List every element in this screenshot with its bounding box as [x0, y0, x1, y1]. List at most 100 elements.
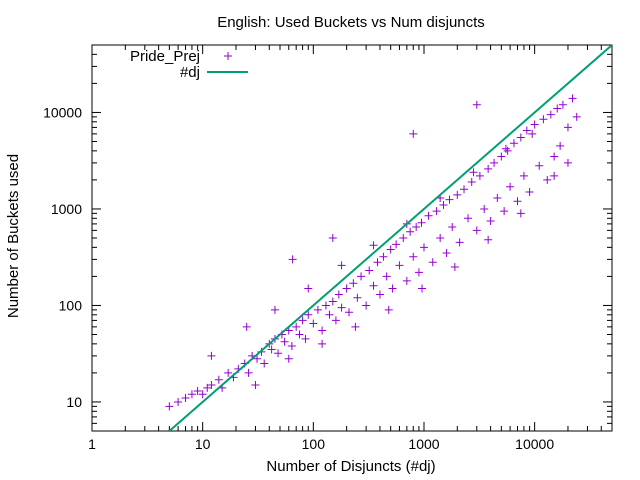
data-point — [553, 104, 562, 113]
data-point — [375, 290, 384, 299]
data-point — [384, 305, 393, 314]
data-point — [525, 187, 534, 196]
data-point — [207, 380, 216, 389]
data-point — [328, 297, 337, 306]
data-point — [325, 310, 334, 319]
data-point — [568, 94, 577, 103]
data-point — [409, 252, 418, 261]
data-point — [497, 152, 506, 161]
data-point — [280, 337, 289, 346]
data-point — [472, 226, 481, 235]
data-point — [304, 284, 313, 293]
data-point — [174, 397, 183, 406]
data-point — [362, 301, 371, 310]
data-point — [395, 261, 404, 270]
data-point — [187, 390, 196, 399]
data-point — [365, 266, 374, 275]
data-point — [353, 293, 362, 302]
y-tick-label: 10000 — [43, 104, 82, 120]
data-point — [467, 178, 476, 187]
data-point — [181, 393, 190, 402]
data-point — [287, 342, 296, 351]
legend-label-dj: #dj — [180, 64, 200, 81]
data-point — [331, 316, 340, 325]
data-point — [563, 123, 572, 132]
data-point — [295, 330, 304, 339]
data-point — [379, 252, 388, 261]
data-point — [472, 100, 481, 109]
data-point — [501, 144, 510, 153]
data-point — [460, 185, 469, 194]
data-point — [373, 258, 382, 267]
legend: Pride_Prej #dj — [130, 48, 248, 81]
data-point — [519, 171, 528, 180]
data-point — [556, 141, 565, 150]
data-point — [207, 351, 216, 360]
data-point — [546, 110, 555, 119]
data-point — [351, 322, 360, 331]
data-point — [349, 279, 358, 288]
data-point — [337, 303, 346, 312]
data-point — [321, 301, 330, 310]
x-axis-label: Number of Disjuncts (#dj) — [266, 458, 435, 475]
data-point — [448, 223, 457, 232]
data-point — [251, 380, 260, 389]
data-point — [260, 359, 269, 368]
x-tick-label: 10 — [195, 436, 211, 452]
data-point — [550, 171, 559, 180]
data-point — [486, 217, 495, 226]
legend-label-pride-prej: Pride_Prej — [130, 48, 200, 65]
data-point — [418, 284, 427, 293]
data-point — [318, 326, 327, 335]
data-point — [357, 272, 366, 281]
data-point — [388, 284, 397, 293]
data-point — [342, 284, 351, 293]
data-point — [484, 235, 493, 244]
data-point — [442, 248, 451, 257]
y-tick-label: 100 — [59, 297, 83, 313]
data-point — [480, 204, 489, 213]
data-point — [417, 218, 426, 227]
data-point — [503, 146, 512, 155]
data-point — [274, 349, 283, 358]
data-point — [509, 139, 518, 148]
data-point — [253, 354, 262, 363]
data-point — [318, 339, 327, 348]
data-point — [432, 207, 441, 216]
data-point — [513, 197, 522, 206]
y-tick-label: 10 — [66, 394, 82, 410]
data-point — [270, 305, 279, 314]
data-point — [428, 258, 437, 267]
data-point — [450, 263, 459, 272]
data-point — [267, 345, 276, 354]
data-point — [419, 243, 428, 252]
data-point — [193, 386, 202, 395]
data-point — [530, 120, 539, 129]
data-point — [409, 129, 418, 138]
plot-frame — [91, 44, 613, 432]
data-point — [453, 190, 462, 199]
data-point — [298, 316, 307, 325]
data-point — [436, 234, 445, 242]
data-point — [344, 308, 353, 317]
data-point — [469, 168, 478, 177]
data-point — [522, 126, 531, 135]
data-point — [198, 390, 207, 399]
data-point — [484, 164, 493, 173]
data-point — [558, 100, 567, 109]
y-tick-label: 1000 — [51, 201, 82, 217]
data-point — [516, 133, 525, 142]
data-point — [304, 310, 313, 319]
data-point — [399, 234, 408, 242]
data-point — [516, 209, 525, 218]
x-tick-label: 1000 — [408, 436, 439, 452]
data-point — [493, 193, 502, 202]
data-point — [475, 171, 484, 180]
data-point — [224, 368, 233, 377]
data-point — [284, 354, 293, 363]
data-point — [392, 240, 401, 249]
legend-plus-marker — [224, 52, 232, 60]
data-point — [334, 290, 343, 299]
x-tick-label: 1 — [88, 436, 96, 452]
data-point — [500, 207, 509, 216]
